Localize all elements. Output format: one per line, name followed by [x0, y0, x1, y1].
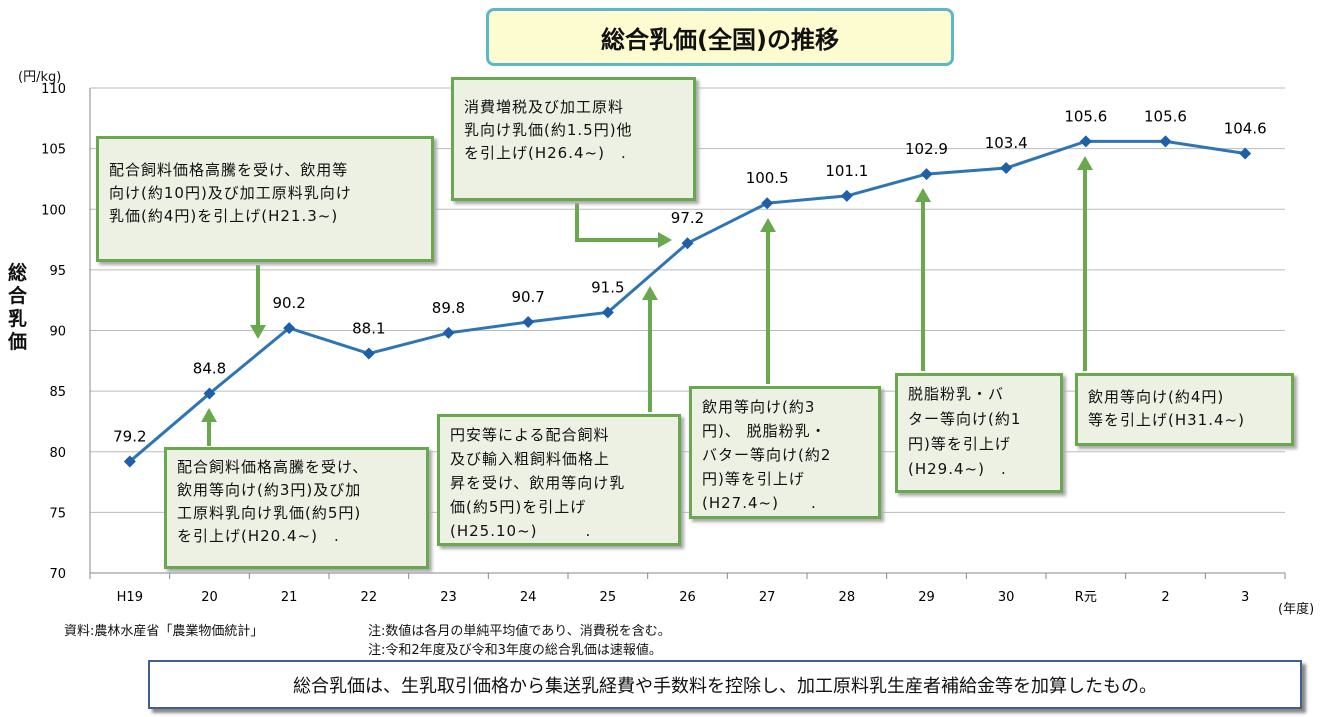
x-tick-label: H19: [117, 590, 143, 605]
data-label: 97.2: [671, 209, 704, 227]
x-tick-label: 27: [759, 590, 776, 605]
chart-title: 総合乳価(全国)の推移: [486, 8, 954, 66]
data-label: 103.4: [985, 134, 1028, 152]
callout-h31: 飲用等向け(約4円) 等を引上げ(H31.4~): [1075, 373, 1294, 446]
y-axis-label: 総合乳価: [8, 262, 28, 353]
data-point: [442, 326, 455, 339]
data-label: 105.6: [1144, 107, 1187, 125]
x-tick-label: 24: [520, 590, 537, 605]
x-tick-label: R元: [1075, 590, 1097, 605]
data-label: 79.2: [113, 427, 146, 445]
callout-h27: 飲用等向け(約3 円)、 脱脂粉乳・ バター等向け(約2 円)等を引上げ (H2…: [689, 386, 881, 519]
data-point: [601, 306, 614, 319]
x-tick-label: 25: [600, 590, 617, 605]
data-label: 104.6: [1224, 119, 1267, 137]
data-label: 89.8: [432, 299, 465, 317]
data-label: 102.9: [905, 140, 948, 158]
data-point: [1000, 162, 1013, 175]
data-label: 105.6: [1064, 107, 1107, 125]
data-point: [522, 316, 535, 329]
y-tick-label: 85: [49, 385, 66, 400]
note-2: 注:令和2年度及び令和3年度の総合乳価は速報値。: [368, 643, 662, 658]
source-note: 資料:農林水産省「農業物価統計」: [64, 624, 264, 639]
y-tick-label: 110: [41, 82, 66, 97]
data-label: 88.1: [352, 320, 385, 338]
data-point: [123, 455, 136, 468]
y-tick-label: 90: [49, 325, 66, 340]
x-tick-label: 2: [1161, 590, 1169, 605]
x-tick-label: 29: [918, 590, 935, 605]
arrow-h26-head: [658, 232, 672, 248]
data-point: [1079, 135, 1092, 148]
data-label: 100.5: [746, 169, 789, 187]
data-point: [761, 197, 774, 210]
x-tick-label: 21: [281, 590, 298, 605]
data-label: 90.7: [511, 288, 544, 306]
x-tick-label: 28: [839, 590, 856, 605]
data-point: [920, 168, 933, 181]
data-label: 90.2: [272, 294, 305, 312]
callout-h25: 円安等による配合飼料 及び輸入粗飼料価格上 昇を受け、飲用等向け乳 価(約5円)…: [437, 414, 681, 546]
arrow-h31-head: [1077, 156, 1093, 170]
footer-note: 総合乳価は、生乳取引価格から集送乳経費や手数料を控除し、加工原料乳生産者補給金等…: [148, 660, 1302, 709]
data-point: [1239, 147, 1252, 160]
data-point: [1159, 135, 1172, 148]
data-label: 101.1: [825, 162, 868, 180]
y-tick-label: 70: [49, 567, 66, 582]
y-tick-label: 95: [49, 264, 66, 279]
arrow-h20-head: [201, 408, 217, 422]
x-tick-label: 20: [201, 590, 218, 605]
y-tick-label: 80: [49, 446, 66, 461]
data-label: 91.5: [591, 278, 624, 296]
y-tick-label: 75: [49, 506, 66, 521]
callout-h26: 消費増税及び加工原料 乳向け乳価(約1.5円)他 を引上げ(H26.4~) .: [451, 77, 696, 201]
y-tick-label: 100: [41, 203, 66, 218]
y-tick-label: 105: [41, 143, 66, 158]
callout-h20: 配合飼料価格高騰を受け、 飲用等向け(約3円)及び加 工原料乳向け乳価(約5円)…: [164, 447, 429, 569]
x-tick-label: 3: [1241, 590, 1249, 605]
data-point: [283, 322, 296, 335]
data-point: [840, 189, 853, 202]
data-point: [681, 237, 694, 250]
x-tick-label: 22: [361, 590, 378, 605]
arrow-h21-head: [250, 325, 266, 339]
x-tick-label: 30: [998, 590, 1015, 605]
arrow-h27-head: [760, 218, 776, 232]
data-point: [362, 347, 375, 360]
arrow-h26: [575, 203, 668, 242]
data-label: 84.8: [193, 360, 226, 378]
callout-h29: 脱脂粉乳・バ ター等向け(約1 円)等を引上げ (H29.4~) .: [895, 373, 1063, 493]
x-tick-label: 23: [440, 590, 457, 605]
note-1: 注:数値は各月の単純平均値であり、消費税を含む。: [368, 624, 671, 639]
x-tick-label: 26: [679, 590, 696, 605]
data-point: [203, 387, 216, 400]
arrow-h25-head: [642, 286, 658, 300]
x-unit: (年度): [1278, 602, 1315, 617]
arrow-h29-head: [915, 188, 931, 202]
y-unit: (円/kg): [18, 70, 62, 85]
callout-h21: 配合飼料価格高騰を受け、飲用等 向け(約10円)及び加工原料乳向け 乳価(約4円…: [96, 136, 434, 262]
